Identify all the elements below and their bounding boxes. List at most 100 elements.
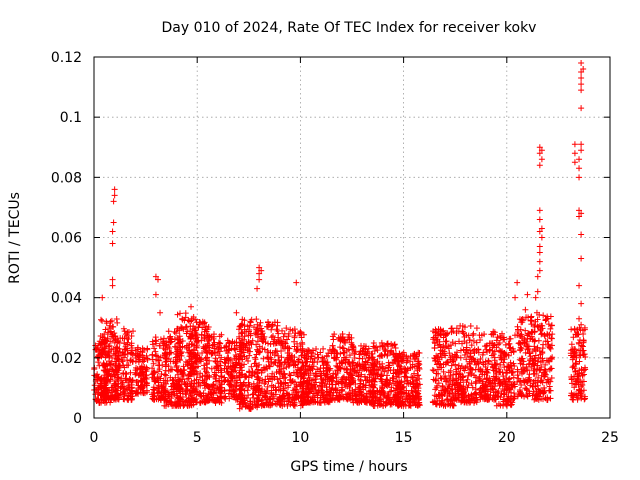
data-point [246,369,253,376]
data-point [360,393,367,400]
data-point [179,343,186,350]
data-point [323,352,330,359]
data-point [165,393,172,400]
data-point [208,365,215,372]
data-point [268,326,275,333]
data-point [387,377,394,384]
data-point [265,358,272,365]
data-point [123,376,130,383]
data-point [280,333,287,340]
data-point [173,386,180,393]
data-point [144,355,151,362]
data-point-outlier [536,216,543,223]
data-point [381,346,388,353]
data-point [277,397,284,404]
data-point [302,366,309,373]
data-point [547,325,554,332]
data-point [195,324,202,331]
data-point-outlier [571,141,578,148]
data-point [161,350,168,357]
data-point [276,338,283,345]
data-point [319,387,326,394]
data-point [108,360,115,367]
data-point [232,359,239,366]
data-point [141,363,148,370]
data-point [268,391,275,398]
data-point [217,393,224,400]
data-point [143,372,150,379]
data-point [359,365,366,372]
data-point [272,349,279,356]
data-point [291,326,298,333]
data-point [298,398,305,405]
data-point [128,393,135,400]
data-point [274,319,281,326]
data-point [264,383,271,390]
data-point [280,387,287,394]
data-point [379,402,386,409]
data-point [326,391,333,398]
data-point [254,376,261,383]
data-point [358,371,365,378]
data-point-outlier [578,60,585,67]
data-point [250,324,257,331]
data-point [324,371,331,378]
data-point [109,331,116,338]
data-point [210,341,217,348]
data-point [314,392,321,399]
data-point [321,382,328,389]
x-tick-label: 10 [291,430,309,446]
data-point [305,394,312,401]
data-point [114,390,121,397]
data-point [153,338,160,345]
data-point [243,394,250,401]
data-point [122,343,129,350]
data-point [186,380,193,387]
data-point-outlier [157,309,164,316]
data-point [203,382,210,389]
data-point [278,354,285,361]
data-point [162,372,169,379]
data-point [99,336,106,343]
data-point [349,387,356,394]
data-point-outlier [578,81,585,88]
data-point [98,386,105,393]
data-point [305,346,312,353]
data-point [385,362,392,369]
grid-lines [94,57,610,418]
data-point [496,339,503,346]
data-point [94,396,101,403]
x-tick-label: 5 [193,430,202,446]
data-point [210,389,217,396]
data-point [174,353,181,360]
data-point [129,377,136,384]
data-point [369,390,376,397]
data-point [159,340,166,347]
data-point [337,365,344,372]
data-point [431,345,438,352]
data-point [384,372,391,379]
data-point [450,357,457,364]
y-tick-label: 0.12 [51,50,82,66]
data-point [289,357,296,364]
data-point [303,390,310,397]
data-point [243,328,250,335]
data-point [382,347,389,354]
data-point [283,325,290,332]
data-point-outlier [576,165,583,172]
data-point [139,352,146,359]
data-point [241,387,248,394]
data-point [333,374,340,381]
data-point [343,376,350,383]
data-point [535,337,542,344]
data-point [282,340,289,347]
data-point [197,374,204,381]
data-point [225,339,232,346]
data-point [169,366,176,373]
data-point [93,345,100,352]
data-point [539,345,546,352]
data-point [308,385,315,392]
data-point [235,355,242,362]
data-point-outlier [536,243,543,250]
data-point [175,398,182,405]
